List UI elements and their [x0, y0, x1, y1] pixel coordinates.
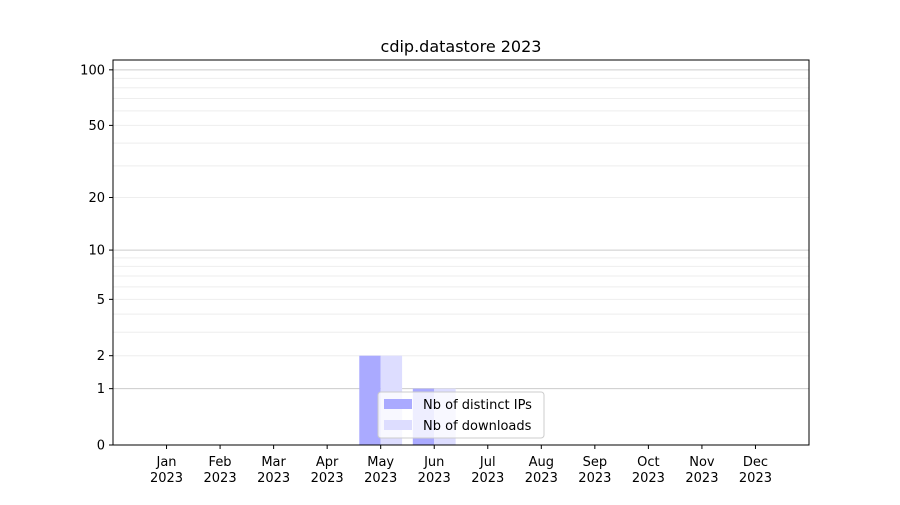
y-tick-label: 5	[97, 293, 105, 308]
y-tick-label: 100	[80, 63, 105, 78]
x-tick-label: Aug 2023	[525, 455, 558, 486]
y-tick-label: 0	[97, 439, 105, 454]
y-tick-label: 50	[88, 119, 105, 134]
legend-label-ips: Nb of distinct IPs	[423, 398, 532, 413]
x-tick-label: Apr 2023	[311, 455, 344, 486]
y-axis: 0 1 2 5 10 20 50 100	[80, 63, 113, 454]
x-tick-label: Jul 2023	[471, 455, 504, 486]
x-tick-label: Sep 2023	[578, 455, 611, 486]
legend-label-downloads: Nb of downloads	[423, 419, 532, 434]
x-tick-label: May 2023	[364, 455, 397, 486]
grid	[113, 69, 809, 390]
x-tick-label: Dec 2023	[739, 455, 772, 486]
x-tick-label: Jun 2023	[418, 455, 451, 486]
legend-box	[377, 391, 545, 439]
bar-ips	[359, 355, 381, 445]
x-tick-label: Jan 2023	[150, 455, 183, 486]
x-axis: Jan 2023 Feb 2023 Mar 2023 Apr 2023 May 2023 Jun 20…	[150, 445, 772, 486]
x-tick-label: Mar 2023	[257, 455, 290, 486]
chart-title: cdip.datastore 2023	[381, 37, 542, 56]
y-tick-label: 2	[97, 349, 105, 364]
y-tick-label: 1	[97, 382, 105, 397]
legend: Nb of distinct IPs Nb of downloads	[377, 391, 545, 439]
x-tick-label: Feb 2023	[204, 455, 237, 486]
y-tick-label: 10	[88, 244, 105, 259]
y-tick-label: 20	[88, 191, 105, 206]
x-tick-label: Oct 2023	[632, 455, 665, 486]
plot-frame	[112, 59, 810, 446]
x-tick-label: Nov 2023	[685, 455, 718, 486]
legend-swatch-downloads	[384, 420, 412, 430]
legend-swatch-ips	[384, 399, 412, 409]
